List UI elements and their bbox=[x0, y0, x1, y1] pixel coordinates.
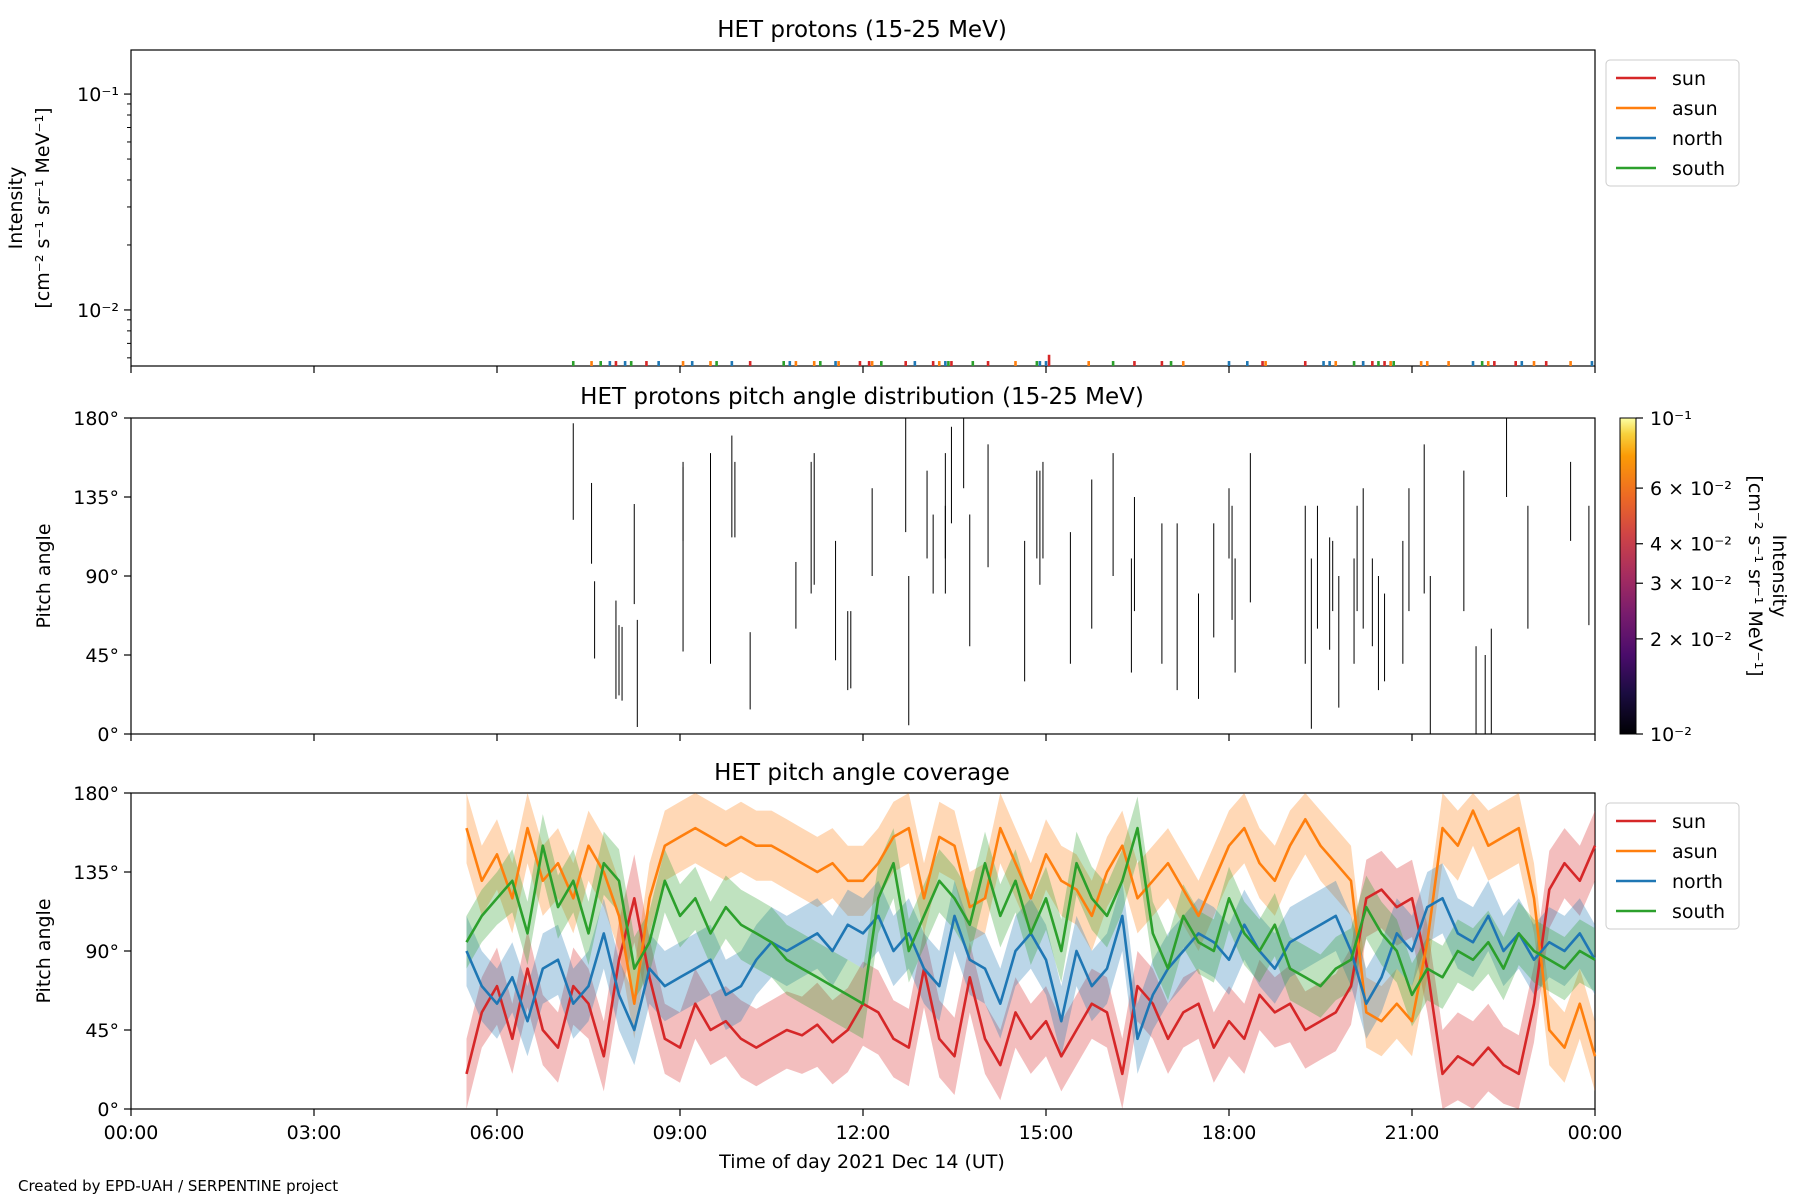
coverage-line-sun bbox=[465, 845, 1597, 1076]
panel-pad: HET protons pitch angle distribution (15… bbox=[33, 384, 1790, 746]
colorbar-tick-label: 10⁻² bbox=[1650, 724, 1692, 746]
colorbar-tick-label: 4 × 10⁻² bbox=[1650, 534, 1732, 556]
y-tick-label: 10⁻¹ bbox=[77, 84, 119, 106]
y-tick-label: 45° bbox=[85, 645, 119, 667]
panel-coverage-yticks: 0° 45° 90° 135° 180° bbox=[73, 783, 131, 1121]
panel-pad-marks bbox=[572, 418, 1596, 734]
legend-label-asun: asun bbox=[1672, 98, 1718, 120]
x-tick-label: 15:00 bbox=[1019, 1122, 1074, 1144]
x-tick-label: 09:00 bbox=[653, 1122, 708, 1144]
x-tick-label: 21:00 bbox=[1385, 1122, 1440, 1144]
colorbar bbox=[1619, 417, 1637, 735]
x-tick-label: 18:00 bbox=[1202, 1122, 1257, 1144]
y-tick-label: 135° bbox=[73, 487, 119, 509]
legend-label-sun: sun bbox=[1672, 68, 1706, 90]
legend-frame bbox=[1605, 59, 1740, 187]
panel-intensity-yticks: 10⁻¹ 10⁻² bbox=[77, 84, 131, 359]
y-tick-label: 180° bbox=[73, 408, 119, 430]
panel-intensity-ylabel-units: [cm⁻² s⁻¹ sr⁻¹ MeV⁻¹] bbox=[32, 107, 54, 308]
x-tick-label: 00:00 bbox=[1568, 1122, 1623, 1144]
legend-frame bbox=[1605, 802, 1740, 930]
panel-intensity-title: HET protons (15-25 MeV) bbox=[717, 17, 1007, 43]
y-tick-label: 90° bbox=[85, 566, 119, 588]
legend-bottom: sun asun north south bbox=[1605, 802, 1740, 930]
colorbar-tick-label: 2 × 10⁻² bbox=[1650, 629, 1732, 651]
footer-credit: Created by EPD-UAH / SERPENTINE project bbox=[18, 1177, 338, 1195]
panel-coverage: HET pitch angle coverage 0° 45° 90° 135° 180… bbox=[33, 760, 1740, 1144]
y-tick-label: 135° bbox=[73, 862, 119, 884]
y-tick-label: 0° bbox=[97, 724, 119, 746]
coverage-band-north bbox=[466, 863, 1595, 1074]
y-tick-label: 180° bbox=[73, 783, 119, 805]
panel-intensity-xticks bbox=[130, 366, 1596, 373]
colorbar-tick-label: 6 × 10⁻² bbox=[1650, 478, 1732, 500]
colorbar-tick-label: 10⁻¹ bbox=[1650, 408, 1692, 430]
panel-coverage-ylabel: Pitch angle bbox=[33, 898, 55, 1003]
colorbar-label-units: [cm⁻² s⁻¹ sr⁻¹ MeV⁻¹] bbox=[1744, 475, 1766, 676]
colorbar-tick-label: 3 × 10⁻² bbox=[1650, 573, 1732, 595]
panel-pad-axes bbox=[130, 417, 1596, 735]
legend-label-south: south bbox=[1672, 158, 1725, 180]
y-tick-label: 0° bbox=[97, 1099, 119, 1121]
y-tick-label: 45° bbox=[85, 1020, 119, 1042]
legend-label-north: north bbox=[1672, 128, 1723, 150]
legend-label-sun: sun bbox=[1672, 811, 1706, 833]
panel-pad-title: HET protons pitch angle distribution (15… bbox=[580, 384, 1144, 410]
x-axis-label: Time of day 2021 Dec 14 (UT) bbox=[718, 1151, 1005, 1173]
panel-coverage-lines bbox=[465, 809, 1597, 1076]
panel-intensity-marks bbox=[571, 354, 1594, 366]
coverage-band-sun bbox=[466, 810, 1595, 1109]
x-tick-label: 12:00 bbox=[836, 1122, 891, 1144]
colorbar-ticks: 10⁻¹ 6 × 10⁻² 4 × 10⁻² 3 × 10⁻² 2 × 10⁻² 10⁻² bbox=[1636, 408, 1732, 746]
coverage-line-asun bbox=[465, 809, 1597, 1057]
legend-label-south: south bbox=[1672, 901, 1725, 923]
panel-coverage-title: HET pitch angle coverage bbox=[714, 760, 1010, 786]
legend-top: sun asun north south bbox=[1605, 59, 1740, 187]
panel-intensity-ylabel: Intensity bbox=[5, 167, 27, 250]
x-tick-label: 00:00 bbox=[104, 1122, 159, 1144]
coverage-band-south bbox=[466, 796, 1595, 1039]
panel-intensity-axes bbox=[130, 49, 1596, 367]
y-tick-label: 90° bbox=[85, 941, 119, 963]
panel-pad-ylabel: Pitch angle bbox=[33, 523, 55, 628]
legend-label-north: north bbox=[1672, 871, 1723, 893]
panel-coverage-bands bbox=[466, 793, 1595, 1109]
panel-intensity: HET protons (15-25 MeV) 10⁻¹ 10⁻² Intensi… bbox=[5, 17, 1740, 373]
colorbar-label: Intensity bbox=[1768, 535, 1790, 618]
y-tick-label: 10⁻² bbox=[77, 300, 119, 322]
x-tick-label: 03:00 bbox=[287, 1122, 342, 1144]
panel-pad-yticks: 0° 45° 90° 135° 180° bbox=[73, 408, 131, 746]
panel-coverage-xticks: 00:00 03:00 06:00 09:00 12:00 15:00 18:00 21:00… bbox=[104, 1109, 1623, 1144]
coverage-band-asun bbox=[466, 793, 1595, 1092]
panel-pad-xticks bbox=[130, 734, 1596, 741]
coverage-line-south bbox=[465, 826, 1596, 1005]
x-tick-label: 06:00 bbox=[470, 1122, 525, 1144]
legend-label-asun: asun bbox=[1672, 841, 1718, 863]
